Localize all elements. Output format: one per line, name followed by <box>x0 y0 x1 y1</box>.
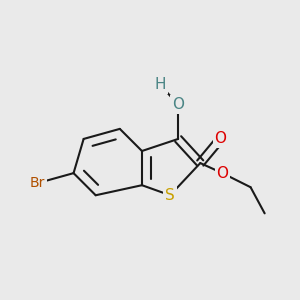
Text: O: O <box>214 131 226 146</box>
Text: H: H <box>154 77 166 92</box>
Text: S: S <box>165 188 175 203</box>
Text: Br: Br <box>30 176 45 190</box>
Text: O: O <box>172 97 184 112</box>
Text: O: O <box>216 166 228 181</box>
